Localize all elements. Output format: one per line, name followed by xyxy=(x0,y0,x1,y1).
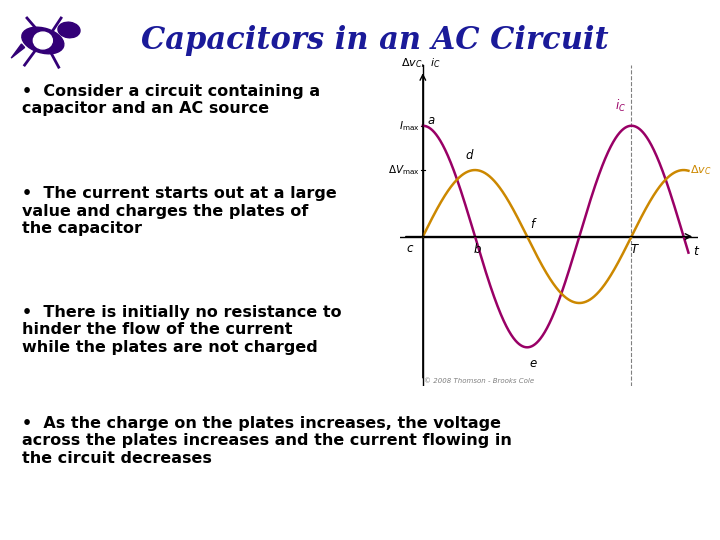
Text: $f$: $f$ xyxy=(530,217,537,231)
Text: $d$: $d$ xyxy=(465,148,474,162)
Text: $\Delta v_C$: $\Delta v_C$ xyxy=(690,163,711,177)
Text: $a$: $a$ xyxy=(427,113,436,126)
Polygon shape xyxy=(12,44,24,58)
Text: © 2008 Thomson - Brooks Cole: © 2008 Thomson - Brooks Cole xyxy=(423,378,534,384)
Text: •  Consider a circuit containing a
capacitor and an AC source: • Consider a circuit containing a capaci… xyxy=(22,84,320,116)
Ellipse shape xyxy=(58,22,80,38)
Text: $c$: $c$ xyxy=(406,242,415,255)
Text: $\Delta V_{\rm max}$: $\Delta V_{\rm max}$ xyxy=(388,163,420,177)
Text: $I_{\rm max}$: $I_{\rm max}$ xyxy=(399,119,420,133)
Text: $T$: $T$ xyxy=(630,243,639,256)
Circle shape xyxy=(33,32,53,49)
Ellipse shape xyxy=(22,27,64,54)
Text: Capacitors in an AC Circuit: Capacitors in an AC Circuit xyxy=(140,25,608,56)
Text: $i_C$: $i_C$ xyxy=(615,98,626,114)
Text: $\Delta v_C,\ i_C$: $\Delta v_C,\ i_C$ xyxy=(401,57,441,70)
Text: $b$: $b$ xyxy=(473,242,482,256)
Text: •  As the charge on the plates increases, the voltage
across the plates increase: • As the charge on the plates increases,… xyxy=(22,416,511,465)
Text: •  The current starts out at a large
value and charges the plates of
the capacit: • The current starts out at a large valu… xyxy=(22,186,336,236)
Text: $t$: $t$ xyxy=(693,245,701,259)
Text: $e$: $e$ xyxy=(528,357,538,370)
Text: •  There is initially no resistance to
hinder the flow of the current
while the : • There is initially no resistance to hi… xyxy=(22,305,341,355)
